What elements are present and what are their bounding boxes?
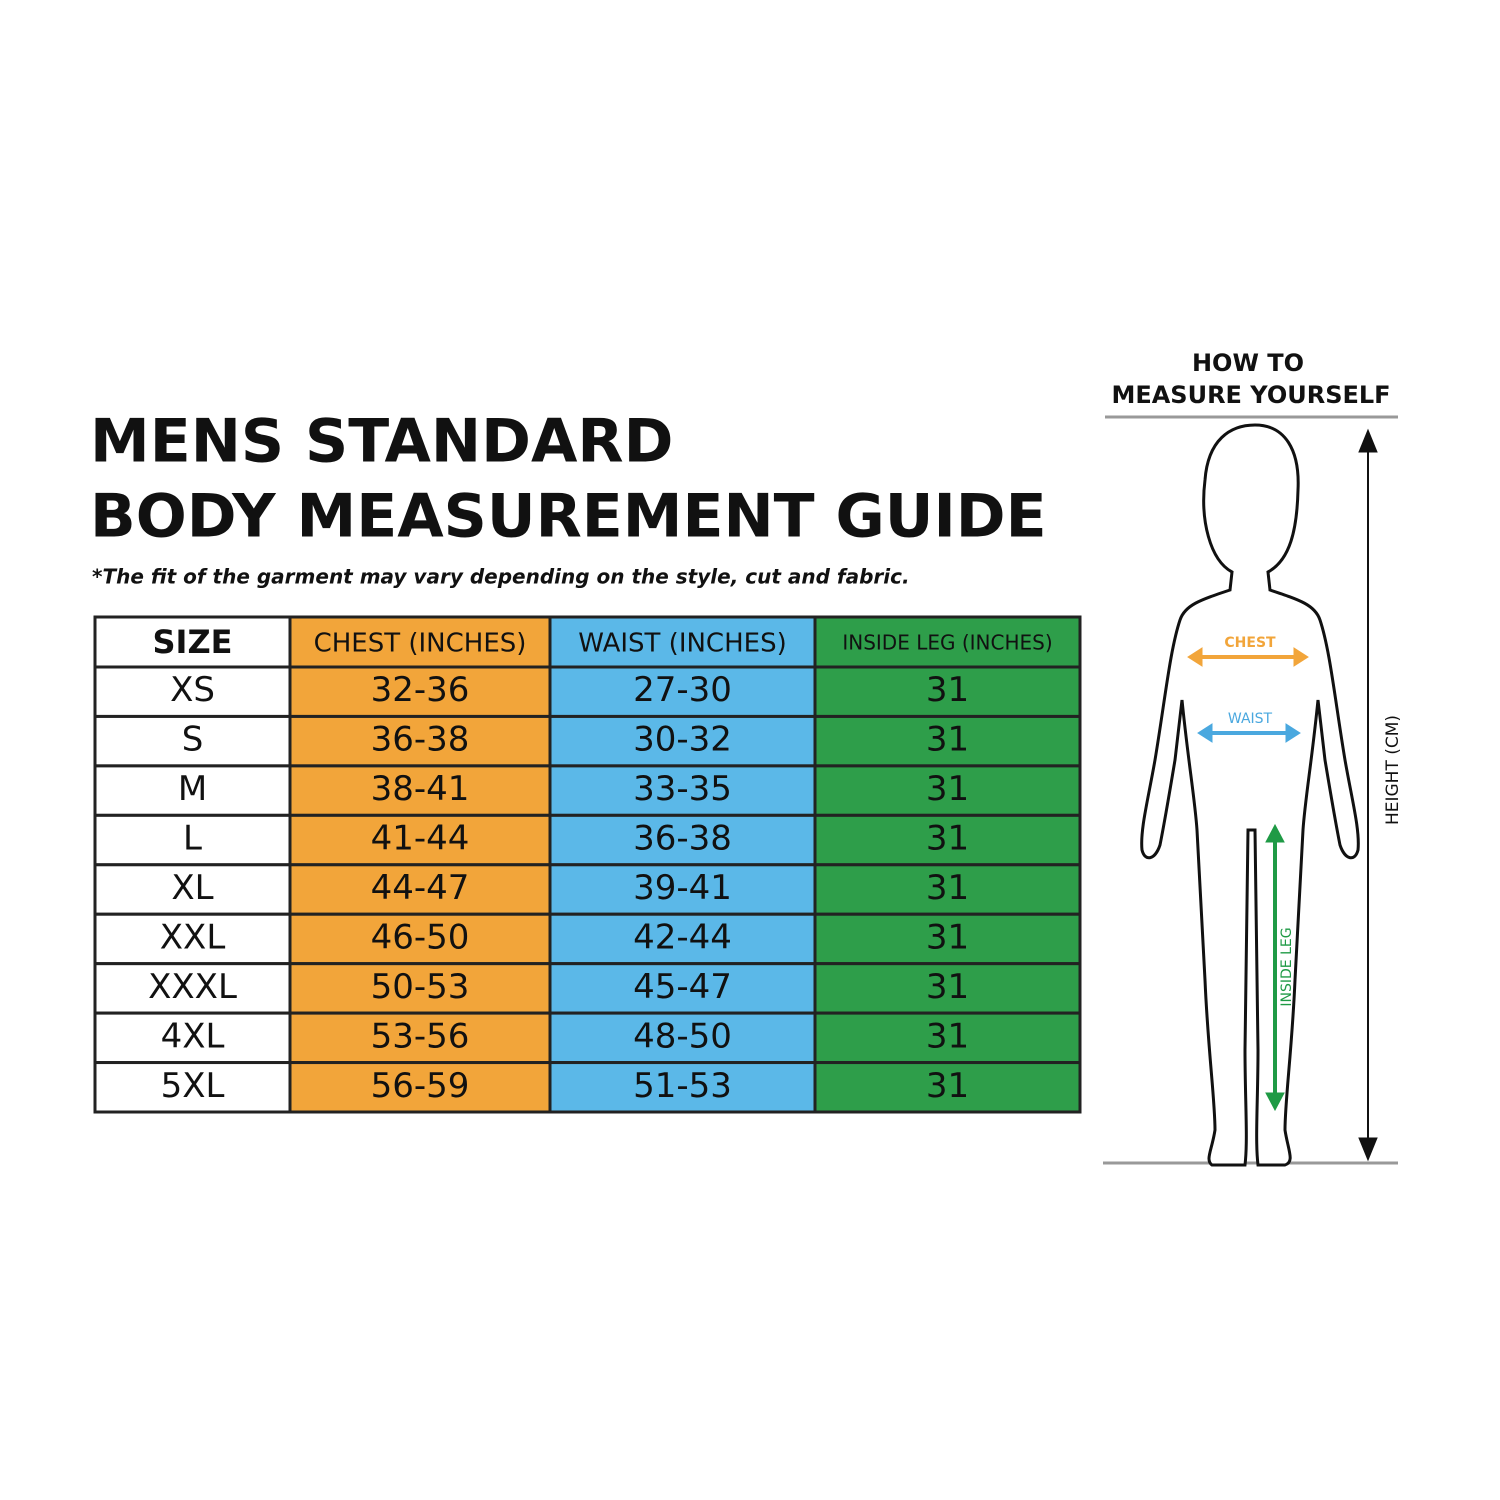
diagram-title: MEASURE YOURSELF <box>1111 381 1390 409</box>
cell <box>93 1061 292 1114</box>
cell-text: S <box>182 720 204 760</box>
cell <box>548 764 817 817</box>
cell <box>813 813 1082 867</box>
cell <box>813 1011 1082 1065</box>
cell <box>93 912 292 966</box>
cell <box>813 863 1082 916</box>
header-cell <box>93 615 292 669</box>
cell-text: 31 <box>926 769 969 809</box>
header-cell <box>288 615 552 669</box>
cell <box>288 714 552 768</box>
cell-text: 31 <box>926 670 969 710</box>
cell-text: 31 <box>926 1016 969 1056</box>
cell-text: 31 <box>926 720 969 760</box>
cell <box>813 764 1082 817</box>
cell-text: 44-47 <box>371 868 470 908</box>
cell-text: 46-50 <box>371 917 470 957</box>
note: *The fit of the garment may vary dependi… <box>92 565 910 589</box>
cell-text: 42-44 <box>633 917 732 957</box>
cell <box>93 813 292 867</box>
cell <box>813 714 1082 768</box>
inside-leg-arrow <box>1265 823 1285 1112</box>
cell-text: 31 <box>926 1066 969 1106</box>
cell-text: L <box>183 819 202 859</box>
body-silhouette <box>1140 423 1360 1167</box>
cell-text: 48-50 <box>633 1016 732 1056</box>
cell-text: 53-56 <box>371 1016 470 1056</box>
waist-label: WAIST <box>1228 711 1273 727</box>
cell-text: 41-44 <box>371 819 470 859</box>
cell-text: 32-36 <box>371 670 470 710</box>
cell-text: 36-38 <box>371 720 470 760</box>
title-line: BODY MEASUREMENT GUIDE <box>90 482 1047 552</box>
chest-arrow <box>1187 647 1309 667</box>
cell <box>813 912 1082 966</box>
cell-text: 27-30 <box>633 670 732 710</box>
cell-text: M <box>178 769 207 809</box>
cell <box>548 863 817 916</box>
cell-text: 38-41 <box>371 769 470 809</box>
cell-text: XXXL <box>148 967 237 1007</box>
cell <box>93 863 292 916</box>
cell-text: 33-35 <box>633 769 732 809</box>
column-header: INSIDE LEG (INCHES) <box>842 631 1052 655</box>
cell-text: 36-38 <box>633 819 732 859</box>
cell <box>813 665 1082 718</box>
waist-arrow <box>1197 723 1301 743</box>
cell <box>288 962 552 1015</box>
cell-text: 51-53 <box>633 1066 732 1106</box>
title-line: MENS STANDARD <box>90 407 673 477</box>
cell-text: 30-32 <box>633 720 732 760</box>
cell <box>813 962 1082 1015</box>
diagram-title: HOW TO <box>1192 349 1304 377</box>
column-header: CHEST (INCHES) <box>314 629 527 659</box>
cell-text: 4XL <box>161 1016 225 1056</box>
cell-text: 31 <box>926 819 969 859</box>
inside-leg-label: INSIDE LEG <box>1279 927 1295 1006</box>
cell-text: 31 <box>926 917 969 957</box>
header-cell <box>548 615 817 669</box>
cell <box>288 764 552 817</box>
chest-label: CHEST <box>1224 635 1276 651</box>
cell-text: 50-53 <box>371 967 470 1007</box>
diagram: HOW TO MEASURE YOURSELF CHEST WAIST INSI… <box>1103 349 1403 1167</box>
cell <box>813 1061 1082 1114</box>
height-label: HEIGHT (CM) <box>1383 715 1403 825</box>
cell <box>288 813 552 867</box>
cell <box>548 1061 817 1114</box>
cell-text: 56-59 <box>371 1066 470 1106</box>
cell <box>93 764 292 817</box>
column-header: WAIST (INCHES) <box>578 629 786 659</box>
column-header: SIZE <box>152 623 232 661</box>
cell-text: 45-47 <box>633 967 732 1007</box>
cell-text: 31 <box>926 868 969 908</box>
cell <box>288 912 552 966</box>
size-table: SIZE CHEST (INCHES) WAIST (INCHES) INSIDE L… <box>93 615 1082 1114</box>
cell-text: XXL <box>160 917 226 957</box>
height-arrow <box>1358 428 1378 1162</box>
cell-text: 39-41 <box>633 868 732 908</box>
cell-text: 5XL <box>161 1066 225 1106</box>
cell <box>548 813 817 867</box>
cell-text: XS <box>170 670 215 710</box>
cell-text: XL <box>171 868 213 908</box>
cell-text: 31 <box>926 967 969 1007</box>
